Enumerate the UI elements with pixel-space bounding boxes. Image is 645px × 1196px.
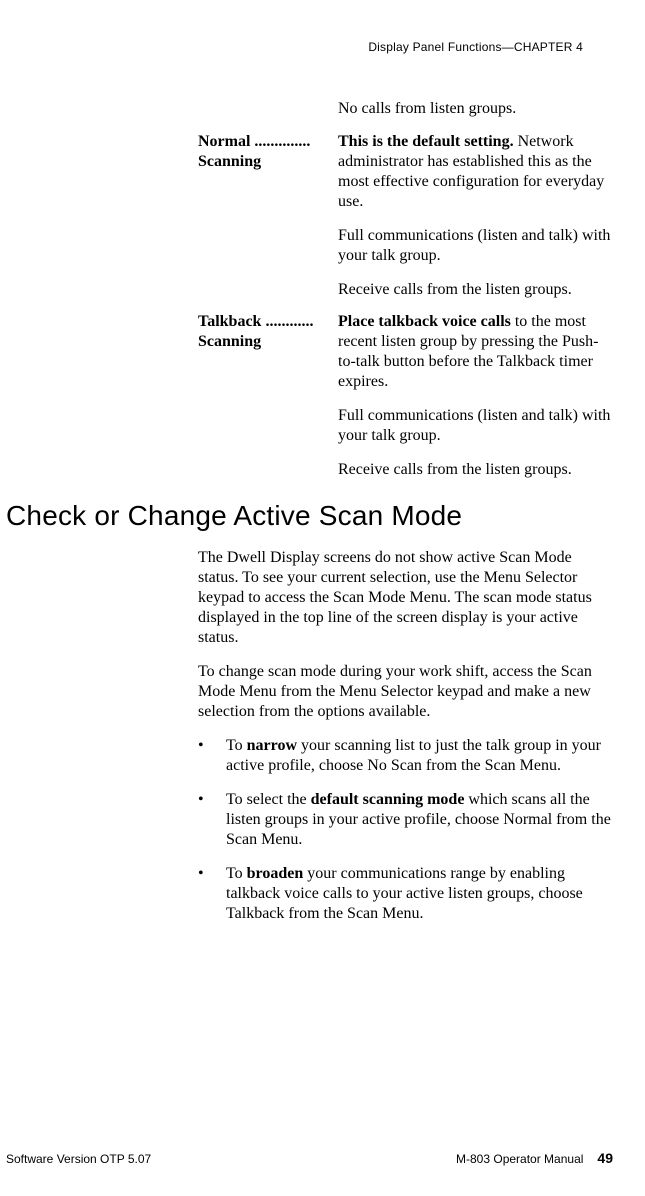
bullet-item: • To narrow your scanning list to just t… (198, 736, 613, 776)
bullet-text: To broaden your communications range by … (226, 864, 613, 924)
bullet-icon: • (198, 864, 226, 884)
bullet-list: • To narrow your scanning list to just t… (198, 736, 613, 924)
section-heading: Check or Change Active Scan Mode (6, 500, 615, 532)
bullet-text: To narrow your scanning list to just the… (226, 736, 613, 776)
normal-p2: Full communications (listen and talk) wi… (338, 226, 613, 266)
b2-bold: broaden (247, 865, 304, 882)
footer-page-number: 49 (597, 1150, 613, 1166)
talkback-p3: Receive calls from the listen groups. (338, 460, 613, 480)
normal-p1: This is the default setting. Network adm… (338, 132, 613, 212)
bullet-icon: • (198, 736, 226, 756)
b0-bold: narrow (247, 737, 297, 754)
bullet-item: • To select the default scanning mode wh… (198, 790, 613, 850)
definition-term-talkback: Talkback ............ Scanning (198, 312, 338, 352)
b1-pre: To select the (226, 791, 311, 808)
footer-manual: M-803 Operator Manual (456, 1152, 583, 1166)
page: Display Panel Functions—CHAPTER 4 No cal… (0, 0, 645, 1196)
definition-body-talkback: Place talkback voice calls to the most r… (338, 312, 613, 492)
talkback-p2: Full communications (listen and talk) wi… (338, 406, 613, 446)
b1-bold: default scanning mode (311, 791, 465, 808)
talkback-p1: Place talkback voice calls to the most r… (338, 312, 613, 392)
footer: Software Version OTP 5.07 M-803 Operator… (6, 1150, 613, 1166)
normal-lead: This is the default setting. (338, 133, 514, 150)
term-talkback-line1: Talkback ............ (198, 313, 313, 330)
section-p2: To change scan mode during your work shi… (198, 662, 613, 722)
bullet-icon: • (198, 790, 226, 810)
normal-p3: Receive calls from the listen groups. (338, 280, 613, 300)
term-talkback-line2: Scanning (198, 333, 261, 350)
term-normal-line1: Normal .............. (198, 133, 310, 150)
definition-term-normal: Normal .............. Scanning (198, 132, 338, 172)
footer-left: Software Version OTP 5.07 (6, 1152, 151, 1166)
bullet-item: • To broaden your communications range b… (198, 864, 613, 924)
talkback-lead: Place talkback voice calls (338, 313, 511, 330)
definition-normal: Normal .............. Scanning This is t… (0, 132, 615, 312)
b2-pre: To (226, 865, 247, 882)
running-head: Display Panel Functions—CHAPTER 4 (0, 40, 583, 54)
orphan-line: No calls from listen groups. (338, 100, 613, 118)
bullet-text: To select the default scanning mode whic… (226, 790, 613, 850)
content-area: No calls from listen groups. Normal ....… (0, 100, 615, 924)
definition-talkback: Talkback ............ Scanning Place tal… (0, 312, 615, 492)
term-normal-line2: Scanning (198, 153, 261, 170)
section-body: The Dwell Display screens do not show ac… (198, 548, 613, 924)
footer-right: M-803 Operator Manual 49 (456, 1150, 613, 1166)
section-p1: The Dwell Display screens do not show ac… (198, 548, 613, 648)
definition-body-normal: This is the default setting. Network adm… (338, 132, 613, 312)
b0-pre: To (226, 737, 247, 754)
